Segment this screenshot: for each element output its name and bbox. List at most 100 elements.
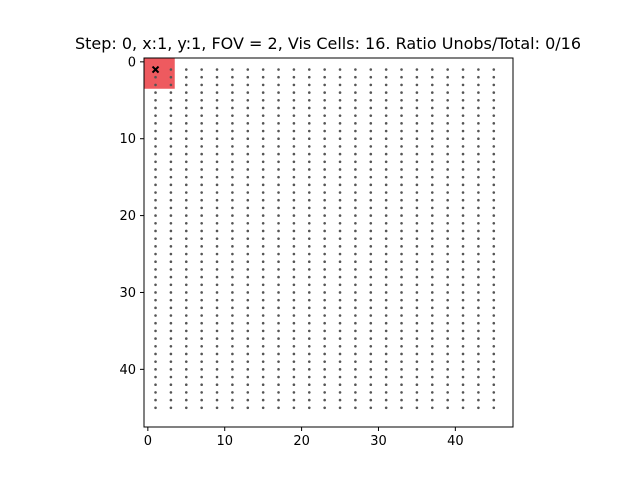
grid-point — [215, 183, 219, 187]
grid-point — [169, 145, 173, 148]
grid-point — [477, 252, 480, 256]
grid-point — [231, 145, 234, 148]
grid-point — [246, 375, 250, 379]
grid-point — [369, 321, 373, 325]
grid-point — [215, 98, 219, 102]
grid-point — [430, 329, 434, 333]
grid-point — [307, 114, 311, 117]
grid-point — [246, 198, 250, 202]
grid-point — [323, 337, 326, 340]
grid-point — [215, 75, 219, 79]
grid-point — [169, 83, 173, 87]
grid-point — [246, 344, 250, 348]
grid-point — [354, 306, 357, 310]
grid-point — [184, 245, 188, 248]
grid-point — [369, 160, 373, 164]
grid-point — [215, 360, 219, 363]
grid-point — [261, 137, 265, 141]
grid-point — [200, 352, 203, 356]
grid-point — [307, 206, 311, 210]
grid-point — [338, 183, 342, 187]
grid-point — [477, 275, 480, 279]
grid-point — [215, 398, 219, 402]
grid-point — [369, 122, 373, 125]
grid-point — [369, 398, 373, 402]
grid-point — [323, 83, 326, 87]
grid-point — [446, 191, 449, 194]
grid-point — [169, 191, 173, 194]
grid-point — [430, 214, 434, 217]
grid-point — [461, 383, 465, 387]
grid-point — [231, 275, 234, 279]
grid-point — [400, 68, 403, 71]
grid-point — [231, 360, 234, 363]
grid-point — [323, 152, 326, 156]
grid-point — [415, 260, 419, 264]
grid-point — [292, 391, 296, 394]
grid-point — [415, 221, 419, 225]
grid-point — [461, 306, 465, 310]
grid-point — [400, 391, 403, 394]
grid-point — [461, 391, 465, 394]
grid-point — [461, 260, 465, 264]
grid-point — [461, 268, 465, 271]
grid-point — [215, 229, 219, 233]
grid-point — [246, 114, 250, 117]
grid-point — [400, 306, 403, 310]
grid-point — [415, 291, 419, 294]
grid-point — [415, 321, 419, 325]
grid-point — [261, 283, 265, 287]
agent-marker-layer — [151, 65, 160, 74]
grid-point — [154, 306, 157, 310]
grid-point — [307, 406, 311, 410]
grid-point — [369, 252, 373, 256]
grid-point — [415, 129, 419, 133]
grid-point — [231, 98, 234, 102]
grid-point — [231, 106, 234, 110]
visible-region — [144, 58, 175, 89]
grid-point — [384, 368, 388, 371]
grid-point — [415, 122, 419, 125]
grid-point — [215, 237, 219, 240]
grid-point — [384, 175, 388, 179]
grid-point — [246, 168, 250, 171]
grid-point — [354, 114, 357, 117]
grid-point — [184, 329, 188, 333]
grid-point — [461, 352, 465, 356]
grid-point — [184, 275, 188, 279]
grid-point — [261, 106, 265, 110]
grid-point — [430, 198, 434, 202]
grid-point — [184, 383, 188, 387]
grid-point — [369, 98, 373, 102]
grid-point — [323, 383, 326, 387]
grid-point — [184, 106, 188, 110]
grid-point — [446, 368, 449, 371]
grid-point — [246, 160, 250, 164]
grid-point — [261, 252, 265, 256]
grid-point — [477, 137, 480, 141]
grid-point — [261, 206, 265, 210]
grid-point — [338, 168, 342, 171]
grid-point — [492, 245, 496, 248]
grid-point — [400, 137, 403, 141]
grid-point — [292, 275, 296, 279]
grid-point — [369, 260, 373, 264]
grid-point — [277, 275, 280, 279]
grid-point — [169, 283, 173, 287]
grid-point — [292, 129, 296, 133]
grid-point — [400, 122, 403, 125]
grid-point — [215, 198, 219, 202]
grid-point — [323, 352, 326, 356]
grid-point — [400, 91, 403, 94]
grid-point — [200, 252, 203, 256]
grid-point — [154, 214, 157, 217]
grid-point — [323, 360, 326, 363]
grid-point — [461, 229, 465, 233]
grid-point — [277, 406, 280, 410]
grid-point — [307, 360, 311, 363]
grid-point — [215, 260, 219, 264]
grid-point — [492, 160, 496, 164]
grid-point — [215, 245, 219, 248]
grid-point — [307, 75, 311, 79]
grid-point — [338, 214, 342, 217]
